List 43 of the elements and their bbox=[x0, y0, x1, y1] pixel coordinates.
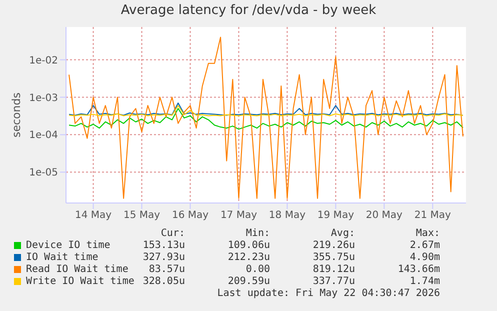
x-tick-label: 16 May bbox=[172, 210, 209, 222]
line-series bbox=[68, 108, 464, 130]
text: 0.00 bbox=[244, 264, 270, 275]
text: Last update: Fri May 22 04:30:47 2026 bbox=[216, 288, 440, 299]
text: 337.77u bbox=[312, 276, 355, 287]
text: Avg: bbox=[330, 228, 355, 239]
text: 219.26u bbox=[312, 240, 355, 251]
text: 327.93u bbox=[142, 252, 185, 263]
text: 355.75u bbox=[312, 252, 355, 263]
text: 109.06u bbox=[226, 240, 270, 251]
x-tick-label: 19 May bbox=[317, 210, 354, 222]
x-tick-label: 17 May bbox=[220, 210, 258, 222]
y-tick-label: 1e-04 bbox=[29, 130, 58, 142]
x-tick-label: 15 May bbox=[123, 210, 160, 222]
legend-label: Write IO Wait time bbox=[26, 276, 134, 287]
text: 83.57u bbox=[148, 264, 185, 275]
chart-title: Average latency for /dev/vda - by week bbox=[120, 3, 378, 18]
text: 153.13u bbox=[142, 240, 185, 251]
x-tick-label: 18 May bbox=[268, 210, 306, 222]
y-tick-label: 1e-03 bbox=[29, 92, 58, 104]
y-tick-label: 1e-02 bbox=[29, 55, 58, 66]
text: 143.66m bbox=[396, 264, 440, 275]
text: Min: bbox=[244, 228, 270, 239]
x-tick-label: 14 May bbox=[74, 210, 112, 222]
line-series bbox=[68, 36, 464, 199]
legend-label: IO Wait time bbox=[26, 252, 98, 263]
text: Max: bbox=[414, 228, 440, 239]
text: 1.74m bbox=[408, 276, 440, 287]
text: 209.59u bbox=[226, 276, 270, 287]
x-tick-label: 21 May bbox=[414, 210, 452, 222]
y-axis-title: seconds bbox=[10, 92, 23, 138]
text: 328.05u bbox=[142, 276, 185, 287]
legend-label: Device IO time bbox=[26, 240, 110, 251]
line-series bbox=[68, 102, 464, 116]
text: 212.23u bbox=[226, 252, 270, 263]
text: 4.90m bbox=[408, 252, 440, 263]
line-series bbox=[68, 105, 464, 116]
text: Cur: bbox=[160, 228, 185, 239]
text: 2.67m bbox=[408, 240, 440, 251]
text: 819.12u bbox=[312, 264, 355, 275]
legend-label: Read IO Wait time bbox=[26, 264, 128, 275]
y-tick-label: 1e-05 bbox=[29, 168, 58, 179]
x-tick-label: 20 May bbox=[366, 210, 403, 222]
